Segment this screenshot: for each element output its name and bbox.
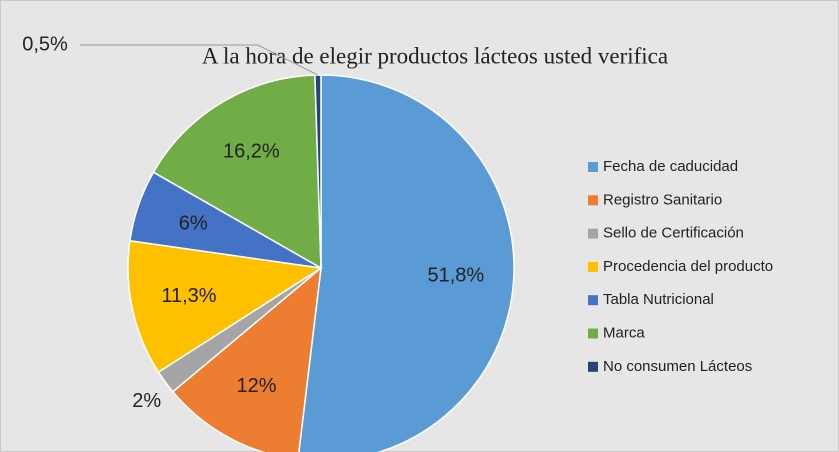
- legend-label: Marca: [603, 324, 645, 341]
- legend-swatch: [588, 195, 598, 206]
- pie: [127, 74, 515, 452]
- legend-swatch: [588, 228, 598, 239]
- legend-label: Fecha de caducidad: [603, 158, 738, 175]
- data-label: 16,2%: [223, 141, 280, 163]
- legend-label: Registro Sanitario: [603, 191, 722, 208]
- pie-slice: [171, 266, 322, 452]
- data-label: 51,8%: [427, 264, 484, 286]
- legend-swatch: [588, 328, 598, 339]
- data-label: 11,3%: [161, 285, 216, 307]
- leader-line: [79, 44, 319, 76]
- legend-label: Tabla Nutricional: [603, 291, 714, 308]
- pie-slice: [314, 74, 322, 269]
- legend-label: No consumen Lácteos: [603, 358, 752, 375]
- pie-slice: [127, 239, 324, 374]
- legend-swatch: [588, 162, 598, 172]
- pie-slice: [298, 74, 515, 452]
- legend-swatch: [588, 295, 598, 306]
- legend-label: Sello de Certificación: [603, 225, 744, 242]
- data-label: 0,5%: [22, 33, 68, 55]
- legend-swatch: [588, 361, 598, 372]
- pie-slice: [152, 74, 322, 270]
- chart-title: A la hora de elegir productos lácteos us…: [202, 43, 668, 68]
- data-label: 6%: [179, 212, 208, 234]
- data-label: 2%: [132, 390, 161, 412]
- legend-swatch: [588, 261, 598, 272]
- data-label: 12%: [237, 375, 277, 397]
- legend-label: Procedencia del producto: [603, 258, 773, 275]
